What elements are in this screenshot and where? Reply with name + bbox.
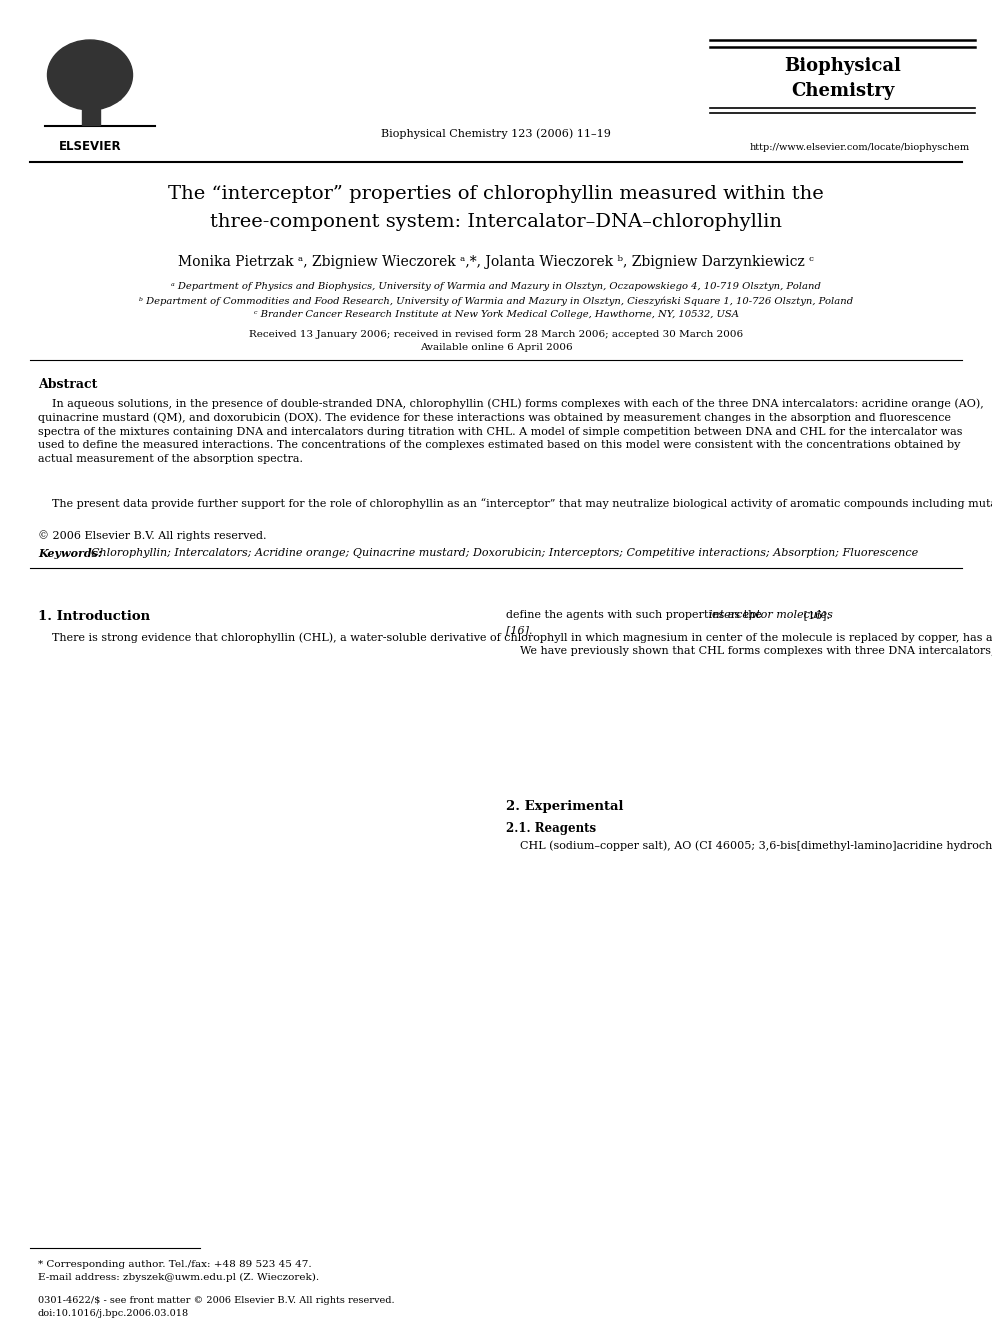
Text: three-component system: Intercalator–DNA–chlorophyllin: three-component system: Intercalator–DNA… <box>210 213 782 232</box>
Text: doi:10.1016/j.bpc.2006.03.018: doi:10.1016/j.bpc.2006.03.018 <box>38 1308 189 1318</box>
Text: [16].: [16]. <box>800 610 829 620</box>
Text: [16].: [16]. <box>506 624 533 635</box>
Text: The “interceptor” properties of chlorophyllin measured within the: The “interceptor” properties of chloroph… <box>168 185 824 202</box>
Text: © 2006 Elsevier B.V. All rights reserved.: © 2006 Elsevier B.V. All rights reserved… <box>38 531 267 541</box>
Text: Available online 6 April 2006: Available online 6 April 2006 <box>420 343 572 352</box>
Text: CHL (sodium–copper salt), AO (CI 46005; 3,6-bis[dimethyl-lamino]acridine hydroch: CHL (sodium–copper salt), AO (CI 46005; … <box>506 840 992 851</box>
Text: Chemistry: Chemistry <box>792 82 895 101</box>
Text: There is strong evidence that chlorophyllin (CHL), a water-soluble derivative of: There is strong evidence that chlorophyl… <box>38 632 992 643</box>
Text: ᵃ Department of Physics and Biophysics, University of Warmia and Mazury in Olszt: ᵃ Department of Physics and Biophysics, … <box>171 282 821 291</box>
Text: interceptor molecules: interceptor molecules <box>709 610 833 620</box>
Text: Monika Pietrzak ᵃ, Zbigniew Wieczorek ᵃ,*, Jolanta Wieczorek ᵇ, Zbigniew Darzynk: Monika Pietrzak ᵃ, Zbigniew Wieczorek ᵃ,… <box>178 255 814 269</box>
Text: ᵇ Department of Commodities and Food Research, University of Warmia and Mazury i: ᵇ Department of Commodities and Food Res… <box>139 296 853 306</box>
Text: 1. Introduction: 1. Introduction <box>38 610 150 623</box>
Text: http://www.elsevier.com/locate/biophyschem: http://www.elsevier.com/locate/biophysch… <box>750 143 970 152</box>
Bar <box>82 79 100 124</box>
Text: Biophysical: Biophysical <box>785 57 902 75</box>
Text: Biophysical Chemistry 123 (2006) 11–19: Biophysical Chemistry 123 (2006) 11–19 <box>381 128 611 139</box>
Text: In aqueous solutions, in the presence of double-stranded DNA, chlorophyllin (CHL: In aqueous solutions, in the presence of… <box>38 398 984 464</box>
Text: Abstract: Abstract <box>38 378 97 392</box>
Text: Chlorophyllin; Intercalators; Acridine orange; Quinacrine mustard; Doxorubicin; : Chlorophyllin; Intercalators; Acridine o… <box>91 548 919 558</box>
Text: 2. Experimental: 2. Experimental <box>506 800 624 814</box>
Text: The present data provide further support for the role of chlorophyllin as an “in: The present data provide further support… <box>38 497 992 509</box>
Ellipse shape <box>48 40 133 110</box>
Text: * Corresponding author. Tel./fax: +48 89 523 45 47.: * Corresponding author. Tel./fax: +48 89… <box>38 1259 311 1269</box>
Text: 0301-4622/$ - see front matter © 2006 Elsevier B.V. All rights reserved.: 0301-4622/$ - see front matter © 2006 El… <box>38 1297 395 1304</box>
Text: define the agents with such properties as the: define the agents with such properties a… <box>506 610 766 620</box>
Text: ELSEVIER: ELSEVIER <box>59 140 121 153</box>
Text: We have previously shown that CHL forms complexes with three DNA intercalators, : We have previously shown that CHL forms … <box>506 646 992 656</box>
Text: Keywords:: Keywords: <box>38 548 106 560</box>
Text: Received 13 January 2006; received in revised form 28 March 2006; accepted 30 Ma: Received 13 January 2006; received in re… <box>249 329 743 339</box>
Text: E-mail address: zbyszek@uwm.edu.pl (Z. Wieczorek).: E-mail address: zbyszek@uwm.edu.pl (Z. W… <box>38 1273 319 1282</box>
Text: ᶜ Brander Cancer Research Institute at New York Medical College, Hawthorne, NY, : ᶜ Brander Cancer Research Institute at N… <box>254 310 738 319</box>
Text: 2.1. Reagents: 2.1. Reagents <box>506 822 596 835</box>
